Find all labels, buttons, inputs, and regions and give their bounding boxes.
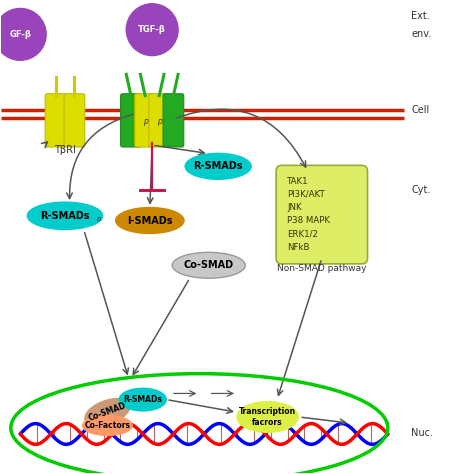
Text: Co-Factors: Co-Factors [84, 421, 130, 430]
FancyBboxPatch shape [149, 94, 170, 147]
FancyBboxPatch shape [135, 94, 155, 147]
Text: JNK: JNK [287, 203, 302, 212]
Text: R-SMADs: R-SMADs [40, 211, 90, 221]
Text: GF-β: GF-β [9, 30, 31, 39]
Ellipse shape [27, 202, 103, 229]
Text: TAK1: TAK1 [287, 177, 309, 186]
Ellipse shape [185, 154, 251, 179]
Text: TGF-β: TGF-β [138, 25, 166, 34]
Text: Co-SMAD: Co-SMAD [183, 260, 234, 270]
FancyBboxPatch shape [276, 165, 367, 264]
Text: NFkB: NFkB [287, 243, 310, 252]
Text: TβRI: TβRI [54, 145, 76, 155]
Text: I-SMADs: I-SMADs [127, 216, 173, 226]
Ellipse shape [82, 416, 132, 436]
Text: p: p [143, 117, 147, 126]
Text: Cyt.: Cyt. [411, 185, 431, 195]
Text: Cell: Cell [411, 105, 429, 115]
Text: Nuc.: Nuc. [411, 428, 433, 438]
Circle shape [0, 9, 46, 60]
Text: p: p [96, 216, 100, 221]
Ellipse shape [116, 208, 184, 234]
FancyBboxPatch shape [64, 94, 85, 147]
FancyBboxPatch shape [45, 94, 66, 147]
Text: Ext.: Ext. [411, 10, 430, 20]
Circle shape [126, 4, 178, 55]
Text: R-SMADs: R-SMADs [193, 161, 243, 171]
Ellipse shape [172, 252, 245, 278]
FancyBboxPatch shape [120, 94, 141, 147]
Ellipse shape [237, 401, 298, 432]
Text: Co-SMAD: Co-SMAD [87, 401, 128, 423]
Text: ERK1/2: ERK1/2 [287, 229, 319, 238]
Text: R-SMADs: R-SMADs [123, 395, 162, 404]
Text: PI3K/AKT: PI3K/AKT [287, 190, 325, 199]
Ellipse shape [85, 399, 130, 426]
FancyBboxPatch shape [163, 94, 184, 147]
Text: Transcription
facrors: Transcription facrors [239, 407, 296, 427]
Text: env.: env. [411, 29, 432, 39]
Text: p: p [157, 117, 162, 126]
Text: Non-SMAD pathway: Non-SMAD pathway [277, 264, 366, 273]
Ellipse shape [119, 388, 166, 411]
Text: P38 MAPK: P38 MAPK [287, 216, 330, 225]
